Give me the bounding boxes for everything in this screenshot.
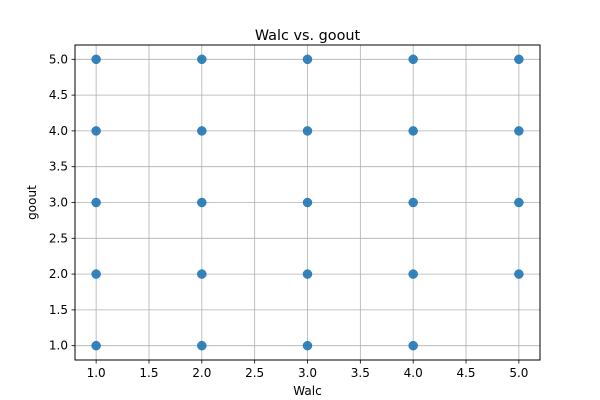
scatter-point (514, 54, 524, 65)
scatter-point (514, 269, 524, 279)
scatter-point (408, 197, 418, 208)
scatter-point (197, 126, 207, 136)
x-axis-label: Walc (293, 384, 321, 398)
y-tick-label: 3.5 (49, 160, 68, 174)
y-tick-label: 4.5 (49, 88, 68, 102)
scatter-point (197, 340, 207, 351)
x-axis-ticks: 1.0 1.5 2.0 2.5 3.0 3.5 4.0 4.5 5.0 (87, 360, 528, 380)
scatter-point (91, 340, 101, 351)
y-tick-label: 5.0 (49, 52, 68, 66)
x-tick-label: 1.0 (87, 366, 106, 380)
x-tick-label: 3.0 (298, 366, 317, 380)
x-tick-label: 2.0 (192, 366, 211, 380)
scatter-point (197, 54, 207, 65)
y-tick-label: 2.5 (49, 231, 68, 245)
scatter-point (408, 340, 418, 351)
scatter-point (408, 269, 418, 279)
scatter-point (91, 197, 101, 208)
scatter-point (302, 197, 313, 208)
y-tick-label: 4.0 (49, 124, 68, 138)
data-points (91, 54, 524, 351)
scatter-point (91, 269, 101, 279)
scatter-point (197, 197, 207, 208)
y-tick-label: 1.0 (49, 339, 68, 353)
scatter-point (514, 197, 524, 208)
x-tick-label: 4.5 (456, 366, 475, 380)
y-tick-label: 2.0 (49, 267, 68, 281)
x-tick-label: 3.5 (351, 366, 370, 380)
y-axis-ticks: 1.0 1.5 2.0 2.5 3.0 3.5 4.0 4.5 5.0 (49, 52, 75, 353)
scatter-point (197, 269, 207, 279)
y-tick-label: 1.5 (49, 303, 68, 317)
scatter-point (302, 54, 313, 65)
x-tick-label: 1.5 (139, 366, 158, 380)
scatter-point (408, 54, 418, 65)
y-axis-label: goout (25, 185, 39, 220)
scatter-point (91, 54, 101, 65)
x-tick-label: 5.0 (509, 366, 528, 380)
x-tick-label: 4.0 (404, 366, 423, 380)
scatter-point (302, 340, 313, 351)
scatter-point (91, 126, 101, 136)
scatter-point (302, 269, 313, 279)
x-tick-label: 2.5 (245, 366, 264, 380)
scatter-point (514, 126, 524, 136)
y-tick-label: 3.0 (49, 196, 68, 210)
scatter-point (408, 126, 418, 136)
chart-title: Walc vs. goout (255, 28, 361, 44)
scatter-point (302, 126, 313, 136)
